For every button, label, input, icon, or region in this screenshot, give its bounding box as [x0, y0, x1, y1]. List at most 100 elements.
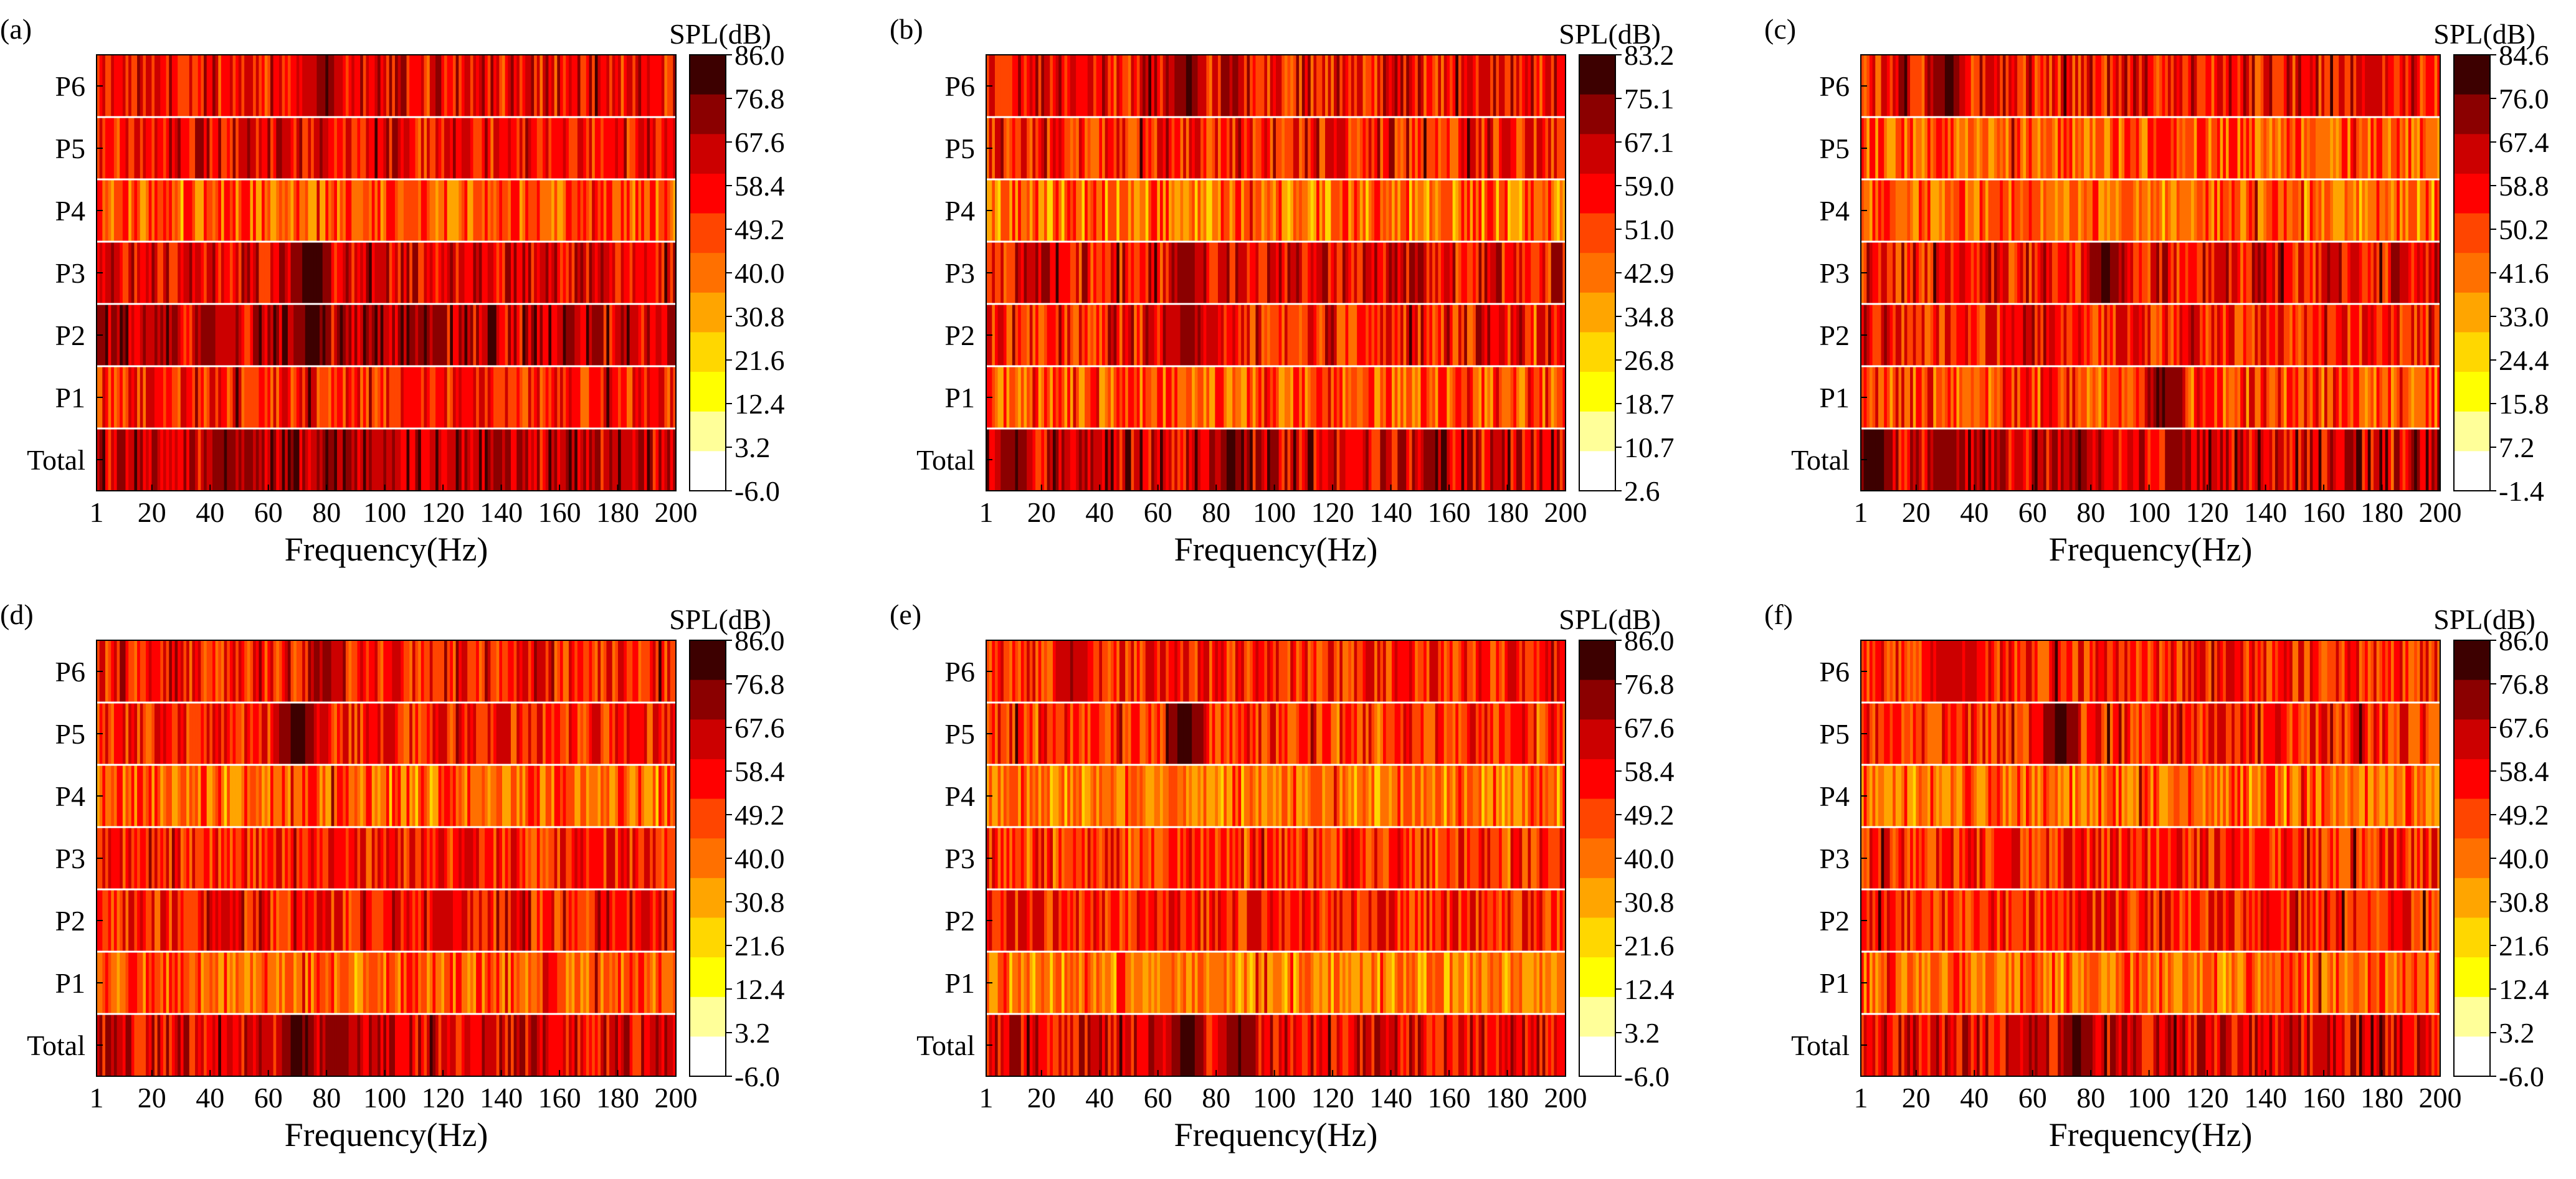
heatmap-cell [421, 55, 425, 117]
heatmap-cell [519, 765, 523, 827]
heatmap-cell [510, 304, 515, 366]
heatmap-cell [493, 429, 497, 491]
heatmap-cell [589, 242, 592, 304]
heatmap-cell [2104, 366, 2108, 429]
heatmap-cell [336, 242, 341, 304]
heatmap-cell [1447, 179, 1450, 242]
heatmap-cell [2298, 117, 2302, 179]
heatmap-cell [290, 366, 294, 429]
heatmap-cell [206, 366, 210, 429]
heatmap-cell [1904, 117, 1908, 179]
heatmap-cell [415, 304, 419, 366]
heatmap-cell [592, 640, 596, 703]
heatmap-cell [2000, 366, 2003, 429]
heatmap-cell [2298, 429, 2302, 491]
heatmap-cell [2376, 304, 2380, 366]
heatmap-cell [1316, 429, 1320, 491]
heatmap-cell [1985, 429, 1989, 491]
heatmap-cell [470, 179, 474, 242]
heatmap-cell [1301, 366, 1306, 429]
heatmap-cell [308, 765, 311, 827]
heatmap-cell [1866, 429, 1870, 491]
heatmap-cell [603, 55, 607, 117]
heatmap-cell [2069, 242, 2073, 304]
heatmap-cell [661, 117, 665, 179]
heatmap-cell [539, 703, 543, 765]
heatmap-cell [1174, 242, 1178, 304]
heatmap-cell [624, 429, 627, 491]
heatmap-cell [363, 703, 367, 765]
heatmap-cell [2390, 242, 2395, 304]
heatmap-cell [1368, 179, 1372, 242]
heatmap-cell [1397, 55, 1401, 117]
heatmap-cell [406, 117, 410, 179]
heatmap-cell [528, 429, 532, 491]
heatmap-cell [1357, 242, 1361, 304]
heatmap-cell [1438, 117, 1442, 179]
heatmap-cell [1412, 242, 1415, 304]
heatmap-cell [2295, 366, 2299, 429]
heatmap-cell [1904, 429, 1908, 491]
heatmap-cell [221, 242, 225, 304]
heatmap-cell [1429, 55, 1433, 117]
heatmap-cell [1464, 117, 1468, 179]
heatmap-cell [2020, 366, 2023, 429]
heatmap-cell [1496, 117, 1499, 179]
heatmap-cell [163, 640, 167, 703]
heatmap-cell [467, 304, 471, 366]
heatmap-cell [1383, 179, 1387, 242]
heatmap-cell [146, 765, 150, 827]
heatmap-cell [394, 304, 399, 366]
heatmap-cell [1490, 366, 1494, 429]
heatmap-cell [189, 703, 193, 765]
heatmap-cell [270, 640, 274, 703]
heatmap-cell [534, 117, 538, 179]
heatmap-cell [505, 55, 508, 117]
heatmap-cell [482, 117, 485, 179]
heatmap-cell [397, 117, 401, 179]
heatmap-cell [2341, 242, 2345, 304]
heatmap-cell [1139, 429, 1143, 491]
heatmap-cell [2078, 55, 2081, 117]
heatmap-cell [519, 703, 523, 765]
heatmap-cell [2093, 55, 2096, 117]
heatmap-cell [1443, 304, 1447, 366]
heatmap-cell [1055, 304, 1059, 366]
heatmap-cell [1174, 55, 1178, 117]
heatmap-cell [212, 117, 216, 179]
heatmap-cell [557, 703, 561, 765]
heatmap-cell [403, 242, 407, 304]
heatmap-cell [313, 242, 317, 304]
heatmap-cell [522, 304, 526, 366]
heatmap-cell [1412, 304, 1415, 366]
heatmap-cell [519, 640, 523, 703]
heatmap-cell [583, 55, 587, 117]
heatmap-cell [545, 366, 549, 429]
heatmap-cell [305, 55, 309, 117]
heatmap-cell [571, 429, 575, 491]
heatmap-cell [1930, 55, 1934, 117]
heatmap-cell [2072, 242, 2076, 304]
heatmap-cell [589, 55, 592, 117]
heatmap-cell [166, 703, 169, 765]
heatmap-cell [308, 429, 311, 491]
heatmap-cell [1452, 117, 1456, 179]
heatmap-cell [331, 242, 335, 304]
heatmap-cell [1458, 117, 1462, 179]
heatmap-cell [447, 765, 450, 827]
heatmap-cell [1278, 429, 1282, 491]
heatmap-cell [2301, 117, 2305, 179]
heatmap-cell [2347, 429, 2351, 491]
heatmap-cell [374, 117, 378, 179]
heatmap-cell [650, 242, 654, 304]
heatmap-cell [392, 55, 396, 117]
heatmap-cell [1930, 179, 1934, 242]
heatmap-cell [2350, 55, 2354, 117]
heatmap-cell [997, 179, 1001, 242]
heatmap-cell [1032, 366, 1036, 429]
heatmap-cell [1000, 179, 1004, 242]
heatmap-cell [459, 117, 462, 179]
heatmap-cell [2332, 429, 2337, 491]
heatmap-cell [2049, 117, 2053, 179]
heatmap-cell [1128, 179, 1132, 242]
